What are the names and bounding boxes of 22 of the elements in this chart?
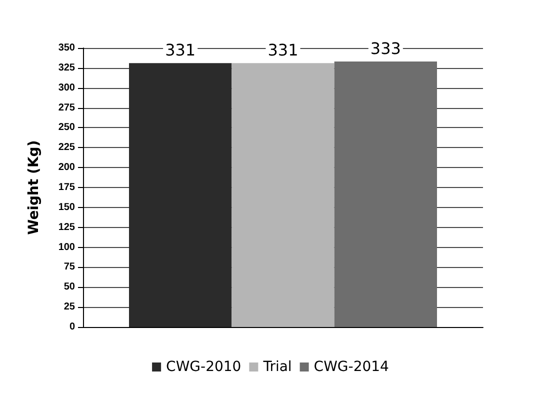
y-tick-label: 25 (64, 302, 76, 313)
y-axis-title: Weight (Kg) (26, 140, 42, 235)
y-tick-label: 200 (58, 162, 76, 174)
y-tick-label: 0 (69, 322, 76, 332)
y-tick-label: 75 (64, 262, 76, 273)
y-tick-label: 350 (58, 42, 76, 54)
data-label: 333 (370, 39, 401, 58)
y-tick-label: 150 (58, 202, 76, 213)
y-tick-label: 125 (58, 222, 76, 233)
data-label: 331 (165, 40, 196, 60)
y-tick-label: 325 (58, 62, 76, 74)
y-tick-label: 175 (58, 182, 76, 193)
y-tick-label: 100 (58, 242, 76, 253)
legend-label: CWG-2014 (314, 359, 390, 375)
y-tick-label: 225 (58, 142, 76, 154)
y-tick-label: 50 (64, 282, 76, 293)
y-tick-label: 275 (58, 102, 76, 114)
y-tick-label: 250 (58, 122, 76, 134)
y-tick-label: 300 (58, 82, 76, 94)
data-label: 331 (268, 40, 298, 60)
legend-label: Trial (262, 359, 292, 375)
legend-label: CWG-2010 (166, 359, 242, 375)
